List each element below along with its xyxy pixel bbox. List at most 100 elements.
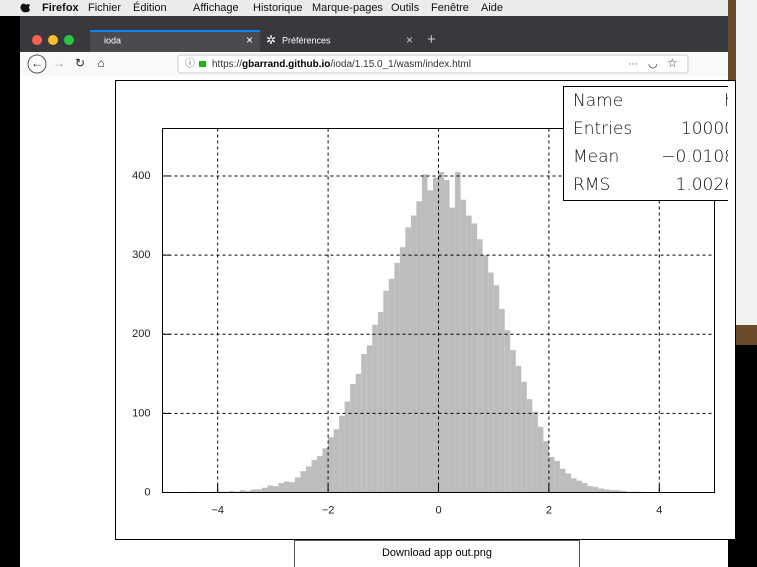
window-close[interactable] bbox=[32, 35, 42, 45]
bookmark-star[interactable]: ☆ bbox=[667, 56, 678, 70]
y-tick-label: 100 bbox=[132, 407, 150, 419]
page-actions[interactable]: ··· bbox=[628, 59, 638, 70]
menu-item[interactable]: Aide bbox=[481, 2, 503, 14]
menu-item[interactable]: Historique bbox=[253, 2, 303, 14]
menu-app[interactable]: Firefox bbox=[42, 2, 80, 14]
forward-button[interactable]: → bbox=[53, 56, 65, 70]
bar bbox=[521, 381, 527, 493]
bar bbox=[306, 466, 312, 493]
bar bbox=[383, 290, 389, 493]
bar bbox=[294, 477, 301, 493]
bar bbox=[532, 411, 538, 493]
bar bbox=[455, 172, 461, 493]
bar bbox=[394, 263, 400, 493]
bar bbox=[493, 285, 500, 493]
bar bbox=[267, 485, 273, 493]
bar bbox=[449, 207, 456, 493]
x-tick-label: 2 bbox=[546, 504, 552, 516]
y-tick-label: 0 bbox=[144, 486, 150, 498]
bar bbox=[355, 373, 362, 493]
url-path: /ioda/1.15.0_1/wasm/index.html bbox=[330, 59, 471, 70]
stats-rows: Name h Entries 10000 Mean −0.0108 RMS 1.0026 bbox=[573, 91, 735, 195]
bar bbox=[250, 489, 257, 493]
bar bbox=[350, 384, 356, 493]
bar bbox=[399, 247, 406, 493]
info-icon[interactable]: ⓘ bbox=[185, 58, 195, 70]
background-window-content bbox=[736, 0, 757, 325]
stats-box: Name h Entries 10000 Mean −0.0108 RMS 1.0026 bbox=[563, 86, 735, 201]
active-tab[interactable] bbox=[90, 30, 260, 52]
bar bbox=[328, 437, 334, 493]
y-tick-label: 400 bbox=[132, 170, 150, 182]
bar bbox=[416, 201, 422, 493]
reload-button[interactable]: ↻ bbox=[75, 56, 85, 70]
window-minimize[interactable] bbox=[48, 35, 58, 45]
bar bbox=[499, 308, 505, 493]
x-tick-label: 4 bbox=[656, 504, 662, 516]
home-button[interactable]: ⌂ bbox=[97, 56, 104, 70]
stats-value: −0.0108 bbox=[661, 147, 735, 167]
bar bbox=[388, 278, 395, 493]
bar bbox=[526, 399, 533, 493]
bar bbox=[559, 468, 566, 493]
tab-title[interactable]: Préférences bbox=[282, 35, 331, 45]
menu-item[interactable]: Affichage bbox=[193, 2, 239, 14]
bar bbox=[543, 441, 549, 493]
bar bbox=[471, 223, 478, 493]
bar bbox=[548, 456, 555, 493]
new-tab[interactable]: + bbox=[427, 31, 436, 48]
menu-item[interactable]: Édition bbox=[133, 1, 167, 14]
apple-logo[interactable] bbox=[20, 3, 31, 13]
stats-label: Mean bbox=[573, 147, 619, 167]
bar bbox=[300, 471, 307, 493]
bar bbox=[598, 488, 605, 493]
tab-title: ioda bbox=[104, 35, 121, 45]
bar bbox=[228, 490, 235, 493]
pocket-icon[interactable]: ◡ bbox=[648, 58, 658, 70]
bar bbox=[515, 365, 522, 493]
window-zoom[interactable] bbox=[64, 35, 74, 45]
y-tick-label: 200 bbox=[132, 328, 150, 340]
stats-label: Entries bbox=[573, 119, 632, 139]
bar bbox=[460, 199, 467, 493]
stats-label: Name bbox=[573, 91, 623, 111]
bar bbox=[510, 350, 516, 493]
bar bbox=[289, 482, 295, 493]
bar bbox=[322, 448, 329, 493]
url-text: https://gbarrand.github.io/ioda/1.15.0_1… bbox=[212, 59, 471, 70]
menu-item[interactable]: Outils bbox=[391, 2, 420, 14]
bar bbox=[432, 177, 439, 493]
plot-frame bbox=[162, 128, 715, 493]
bar bbox=[372, 324, 378, 493]
stats-value: 10000 bbox=[681, 119, 735, 139]
bar bbox=[587, 486, 594, 493]
back-icon: ← bbox=[31, 56, 43, 70]
url-domain: gbarrand.github.io bbox=[242, 59, 330, 70]
bar bbox=[593, 486, 599, 493]
download-button[interactable] bbox=[294, 540, 580, 567]
url-bar[interactable] bbox=[177, 54, 689, 74]
bar bbox=[609, 490, 616, 493]
histogram: 0 100 200 300 400 −4 −2 0 2 4 bbox=[132, 128, 715, 516]
bar bbox=[361, 354, 367, 493]
url-scheme: https:// bbox=[212, 59, 242, 70]
bar bbox=[565, 473, 571, 493]
bar bbox=[377, 312, 384, 493]
back-button[interactable] bbox=[27, 54, 47, 74]
bar bbox=[239, 490, 246, 493]
menu-item[interactable]: Marque-pages bbox=[312, 2, 383, 14]
stats-frame bbox=[563, 86, 728, 201]
bar bbox=[405, 227, 411, 493]
bar bbox=[444, 179, 450, 493]
menu-item[interactable]: Fenêtre bbox=[431, 2, 469, 14]
tab-close[interactable]: × bbox=[406, 33, 413, 47]
menu-item[interactable]: Fichier bbox=[88, 2, 121, 14]
bar bbox=[604, 489, 610, 493]
bar bbox=[421, 174, 428, 493]
tab-close[interactable]: × bbox=[246, 33, 253, 47]
x-tick-label: −2 bbox=[322, 504, 335, 516]
x-tick-label: 0 bbox=[435, 504, 441, 516]
bar bbox=[261, 487, 268, 493]
